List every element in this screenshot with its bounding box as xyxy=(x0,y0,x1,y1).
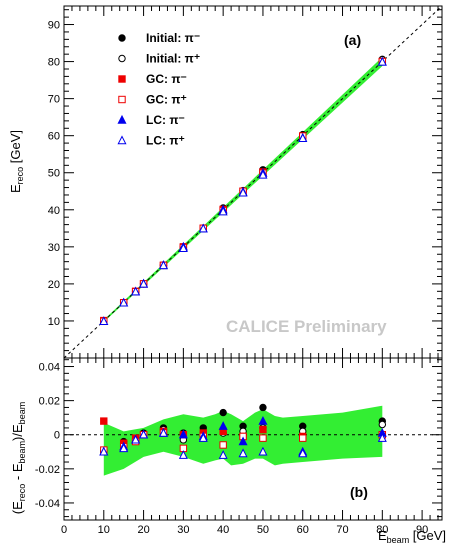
panel-b-label: (b) xyxy=(350,484,368,500)
panel-a-ytick-label: 40 xyxy=(48,205,60,217)
panel-b-xtick-label: 10 xyxy=(98,524,110,536)
panel-b-xtick-label: 90 xyxy=(416,524,428,536)
panel-b-point-s4-5 xyxy=(178,429,188,439)
panel-a-ylabel-main: E xyxy=(8,184,23,193)
panel-b-point-s4-8 xyxy=(238,436,248,446)
panel-b-point-s5-7 xyxy=(218,450,228,459)
legend-label-3: GC: π⁺ xyxy=(146,93,187,107)
panel-b-y-axis-title: (Ereco - Ebeam)/Ebeam xyxy=(10,402,27,514)
panel-b-point-s0-7 xyxy=(219,408,227,417)
panel-b-xtick-label: 60 xyxy=(297,524,309,536)
panel-a-point-s5-0 xyxy=(99,316,109,326)
legend-marker-4 xyxy=(117,114,127,124)
panel-a-y-ticks: 10 20 30 40 50 60 70 80 90 xyxy=(48,9,442,352)
panel-b-point-s5-3 xyxy=(139,429,149,439)
panel-b-points xyxy=(99,403,387,459)
panel-b-point-s2-9 xyxy=(259,425,267,434)
panel-a-point-s5-2 xyxy=(131,286,141,296)
panel-a-label: (a) xyxy=(344,32,361,48)
preliminary-annotation: CALICE Preliminary xyxy=(226,317,387,336)
panel-a-ytick-label: 70 xyxy=(48,94,60,106)
panel-a-point-s5-5 xyxy=(178,243,188,253)
panel-b-xlabel-main: E xyxy=(378,528,387,543)
panel-a-point-s5-1 xyxy=(119,297,129,307)
panel-a-ytick-label: 60 xyxy=(48,131,60,143)
panel-b-point-s5-6 xyxy=(198,433,208,442)
panel-b-point-s5-4 xyxy=(158,427,168,437)
legend-label-1: Initial: π⁺ xyxy=(146,52,200,66)
panel-a-y-axis-title: Ereco [GeV] xyxy=(8,130,25,193)
panel-a-point-s5-10 xyxy=(298,133,308,142)
panel-b-x-axis-title: Ebeam [GeV] xyxy=(378,528,446,545)
panel-b-xlabel-sub: beam xyxy=(387,535,410,545)
panel-a-x-ticks xyxy=(63,6,439,358)
legend-marker-2 xyxy=(118,75,126,83)
panel-b-point-s0-9 xyxy=(259,403,267,412)
panel-b-ytick-label: 0 xyxy=(54,430,60,442)
panel-b-point-s5-0 xyxy=(99,446,109,456)
panel-a-ytick-label: 30 xyxy=(48,242,60,254)
panel-b-point-s5-1 xyxy=(119,443,129,453)
panel-b-point-s2-0 xyxy=(100,417,108,425)
panel-a-ytick-label: 50 xyxy=(48,168,60,180)
panel-a-ytick-label: 10 xyxy=(48,316,60,328)
legend-label-0: Initial: π⁻ xyxy=(146,31,200,45)
panel-b-y-ticks: -0.04 -0.02 0 0.02 0.04 xyxy=(35,359,442,518)
panel-a-point-s5-7 xyxy=(218,206,228,216)
panel-a-point-s5-8 xyxy=(238,187,248,197)
panel-a-point-s5-3 xyxy=(139,278,149,288)
legend-marker-3 xyxy=(118,95,126,104)
panel-b-xtick-label: 20 xyxy=(137,524,149,536)
panel-b-ytick-label: -0.04 xyxy=(35,498,60,510)
panel-b-point-s3-7 xyxy=(219,441,227,449)
panel-b-xtick-label: 50 xyxy=(257,524,269,536)
legend-label-2: GC: π⁻ xyxy=(146,72,187,86)
legend-marker-5 xyxy=(117,135,127,145)
panel-b-point-s3-9 xyxy=(259,434,267,442)
panel-b-point-s1-11 xyxy=(378,420,387,429)
panel-a-ytick-label: 90 xyxy=(48,20,60,32)
legend: Initial: π⁻ Initial: π⁺ GC: π⁻ GC: π⁺ LC: π⁻… xyxy=(117,31,200,148)
panel-a-point-s5-6 xyxy=(198,223,208,233)
panel-a-point-s5-11 xyxy=(377,56,387,66)
panel-b-x-ticks: 0 10 20 30 40 50 60 70 80 90 xyxy=(61,358,439,536)
panel-a-ylabel-sub: reco xyxy=(15,167,25,185)
panel-a-ytick-label: 80 xyxy=(48,57,60,69)
panel-b-point-s5-11 xyxy=(377,433,387,442)
panel-b-ytick-label: 0.04 xyxy=(39,362,60,374)
panel-b-ytick-label: -0.02 xyxy=(35,464,60,476)
panel-b-xtick-label: 30 xyxy=(177,524,189,536)
legend-label-5: LC: π⁺ xyxy=(146,134,185,148)
panel-b-point-s5-9 xyxy=(258,446,268,456)
panel-a-point-s5-9 xyxy=(258,169,268,179)
legend-marker-1 xyxy=(118,54,126,63)
panel-b-ytick-label: 0.02 xyxy=(39,396,60,408)
panel-b-frame xyxy=(63,357,443,521)
panel-b-point-s5-10 xyxy=(298,448,308,458)
panel-a: 10 20 30 40 50 60 70 80 90 (a) CALICE Preliminar… xyxy=(8,5,443,359)
legend-label-4: LC: π⁻ xyxy=(146,113,185,127)
panel-a-ylabel-unit: [GeV] xyxy=(8,130,23,167)
panel-b-xtick-label: 70 xyxy=(336,524,348,536)
panel-b-xtick-label: 0 xyxy=(61,524,67,536)
legend-marker-0 xyxy=(118,34,126,42)
panel-a-point-s5-4 xyxy=(158,260,168,270)
panel-b-xtick-label: 40 xyxy=(217,524,229,536)
panel-b-xtick-label: 80 xyxy=(376,524,388,536)
panel-b-point-s5-5 xyxy=(178,450,188,459)
panel-b-xlabel-unit: [GeV] xyxy=(409,528,446,543)
panel-a-ytick-label: 20 xyxy=(48,279,60,291)
panel-b-point-s5-2 xyxy=(131,434,141,444)
panel-b-point-s4-7 xyxy=(218,421,228,430)
panel-b-point-s3-10 xyxy=(299,434,307,442)
panel-b-point-s4-9 xyxy=(258,416,268,425)
panel-a-points xyxy=(99,55,387,326)
panel-b-point-s5-8 xyxy=(238,448,248,458)
